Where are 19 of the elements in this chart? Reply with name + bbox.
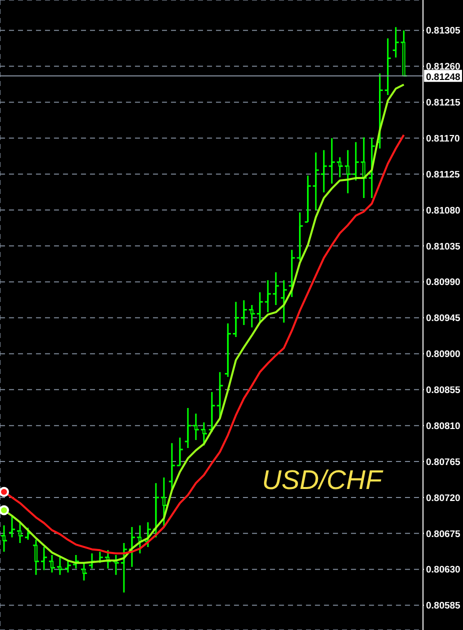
ref-line-label: 0.81248 xyxy=(426,72,460,83)
y-tick-label: 0.80990 xyxy=(426,277,460,288)
y-tick-label: 0.81260 xyxy=(426,62,460,73)
y-tick-label: 0.81170 xyxy=(426,134,460,145)
annotation: USD/CHF xyxy=(262,465,382,496)
y-tick-label: 0.81305 xyxy=(426,26,462,37)
y-tick-label: 0.80720 xyxy=(426,492,460,504)
y-tick-label: 0.81215 xyxy=(426,98,462,109)
y-tick-label: 0.81125 xyxy=(426,169,461,180)
y-tick-label: 0.81035 xyxy=(426,241,462,252)
y-tick-label: 0.80765 xyxy=(426,456,462,468)
y-tick-label: 0.80855 xyxy=(426,385,462,396)
y-tick-label: 0.80675 xyxy=(426,528,462,540)
y-tick-label: 0.80945 xyxy=(426,313,462,324)
y-tick-label: 0.80630 xyxy=(426,564,460,576)
y-tick-label: 0.80810 xyxy=(426,420,460,432)
y-tick-label: 0.80585 xyxy=(426,600,462,612)
y-tick-label: 0.80900 xyxy=(426,349,460,360)
y-tick-label: 0.81080 xyxy=(426,205,460,216)
